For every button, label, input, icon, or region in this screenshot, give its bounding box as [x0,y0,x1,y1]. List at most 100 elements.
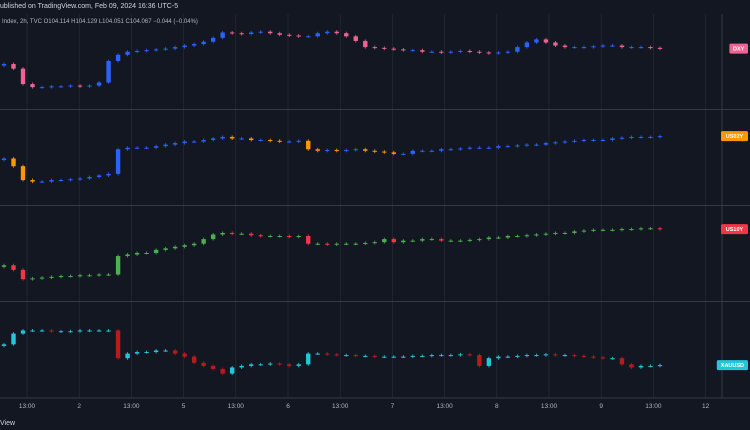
x-tick-label: 13:00 [19,403,36,410]
candle [315,242,320,246]
candle-body [448,355,454,357]
candle [505,144,511,148]
candle-body [68,85,73,87]
candle [239,31,244,36]
candle-body [163,248,168,250]
candle [600,44,606,48]
candle [58,329,64,333]
candle [562,140,568,144]
candle-body [562,141,568,143]
candle-body [87,275,92,277]
candle [553,231,558,236]
candle-body [505,356,511,358]
x-tick-label: 12 [702,403,710,410]
candle-body [600,140,606,142]
price-tag-dxy: DXY [729,43,748,54]
candle [191,355,197,365]
candle-body [248,233,254,236]
candle [344,148,349,153]
candle-body [172,143,178,145]
multi-pane-candlestick-chart[interactable]: 13:00 2 13:00 5 13:00 6 13:00 7 13:00 8 13:00 9 13:0… [0,14,750,418]
candle [220,367,225,376]
candle [220,231,225,236]
candle [334,352,339,357]
candle [496,355,501,360]
published-text: ublished on TradingView.com, Feb 09, 202… [0,3,179,10]
candle-body [172,47,178,49]
candle [296,34,301,38]
candle [486,236,492,241]
candle-body [296,140,301,142]
candle [306,34,311,38]
candle [382,150,387,154]
candle-body [610,138,615,141]
pane-us10y: US10Y [1,224,748,281]
candle [543,352,549,357]
candle [562,231,568,235]
candle [429,50,435,54]
candle-body [315,353,320,355]
candle [229,231,235,236]
candle [134,49,140,54]
candle [163,246,168,252]
candle-body [20,166,26,181]
candle [325,148,330,153]
candle [410,48,416,52]
candle-body [248,364,254,366]
candle-body [619,137,625,139]
candle-body [410,355,416,357]
candle [486,356,492,368]
candle-body [239,33,244,35]
candle [325,30,330,35]
candle-body [182,141,187,144]
price-tag-xauusd: XAUUSD [716,360,748,371]
candle-body [163,48,168,50]
candle-body [96,175,102,177]
candle [163,47,168,51]
candle-body [562,355,568,357]
candle-body [420,50,425,52]
candle-body [629,364,634,368]
candle-body [629,136,634,138]
candle-body [543,39,549,43]
candle-body [11,333,16,345]
candle-body [581,140,587,142]
candle [191,242,197,247]
candle-body [182,353,187,357]
candle [629,135,634,140]
candle-body [144,252,149,254]
candle [220,135,225,140]
candle-body [353,149,358,151]
candle [467,352,473,357]
candle-body [172,350,178,354]
x-tick-label: 13:00 [123,403,140,410]
candle [524,143,530,147]
candle-body [268,31,273,34]
candle [210,232,216,241]
candle [638,226,644,231]
candle-body [581,355,587,357]
candle-body [534,39,539,43]
candle [486,50,492,55]
candle [172,349,178,356]
candle [543,141,549,147]
candle-body [30,278,35,280]
candle-body [315,33,320,37]
candle-body [106,330,111,332]
candle [543,232,549,236]
candle-body [648,47,653,49]
candle [115,328,121,360]
candle [325,352,330,356]
candle-body [220,368,225,374]
candle [1,62,7,68]
candle-body [334,354,339,356]
candle-body [553,42,558,46]
candle-body [363,355,368,357]
candle [115,53,121,63]
candle [610,356,615,360]
candle-body [201,239,206,244]
candle [201,361,206,368]
candle [638,135,644,139]
candle-body [248,32,254,35]
candle [391,237,396,244]
